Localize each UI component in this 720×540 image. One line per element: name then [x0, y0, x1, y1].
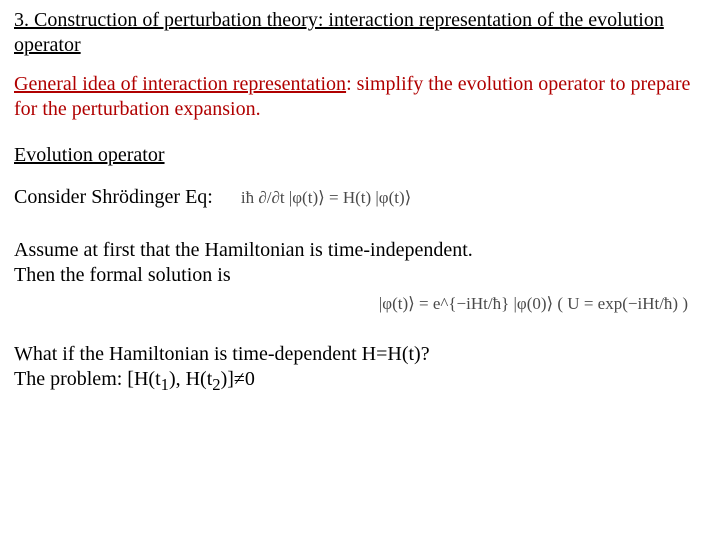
whatif-line-1: What if the Hamiltonian is time-dependen…	[14, 342, 706, 367]
idea-lead: General idea of interaction representati…	[14, 73, 346, 95]
assume-line-2: Then the formal solution is	[14, 263, 706, 288]
assume-line-1: Assume at first that the Hamiltonian is …	[14, 238, 706, 263]
formal-solution-equation: |φ(t)⟩ = e^{−iHt/ħ} |φ(0)⟩ ( U = exp(−iH…	[14, 294, 706, 314]
whatif-sub2: 2	[212, 375, 220, 394]
section-title: 3. Construction of perturbation theory: …	[14, 8, 706, 58]
consider-label: Consider Shrödinger Eq:	[14, 185, 213, 210]
whatif-sub1: 1	[161, 375, 169, 394]
whatif-block: What if the Hamiltonian is time-dependen…	[14, 342, 706, 396]
assume-block: Assume at first that the Hamiltonian is …	[14, 238, 706, 288]
whatif-prefix: The problem: [H(t	[14, 368, 161, 390]
whatif-suffix: )]≠0	[221, 368, 255, 390]
schrodinger-row: Consider Shrödinger Eq: iħ ∂/∂t |φ(t)⟩ =…	[14, 185, 706, 210]
evolution-operator-heading: Evolution operator	[14, 144, 706, 167]
whatif-mid: ), H(t	[169, 368, 212, 390]
general-idea: General idea of interaction representati…	[14, 72, 706, 122]
whatif-line-2: The problem: [H(t1), H(t2)]≠0	[14, 367, 706, 396]
schrodinger-equation: iħ ∂/∂t |φ(t)⟩ = H(t) |φ(t)⟩	[241, 188, 411, 208]
